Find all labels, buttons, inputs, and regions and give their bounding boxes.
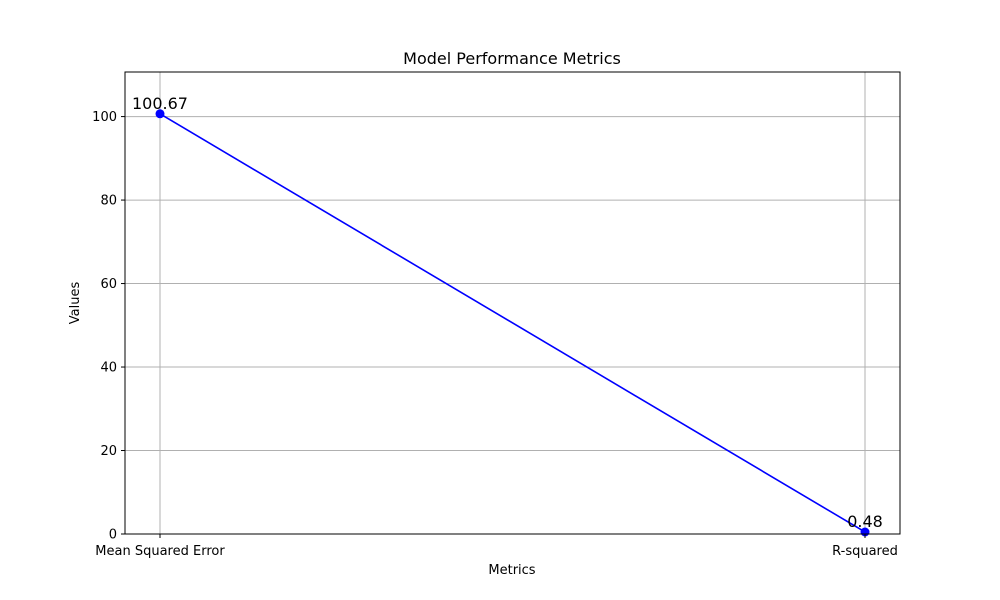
ticks: 0 20 40 60 80 100 Mean Squared Error R-squared — [92, 110, 898, 559]
y-tick-label: 0 — [109, 528, 117, 543]
data-point — [155, 109, 165, 119]
y-tick-label: 80 — [100, 194, 117, 209]
y-axis-label: Values — [68, 282, 83, 325]
y-tick-label: 40 — [100, 361, 117, 376]
chart-title: Model Performance Metrics — [403, 49, 621, 68]
y-tick-label: 60 — [100, 277, 117, 292]
y-tick-label: 100 — [92, 110, 117, 125]
series-line — [159, 113, 866, 533]
data-label: 100.67 — [132, 94, 188, 113]
y-tick-label: 20 — [100, 444, 117, 459]
plot-frame — [124, 71, 901, 535]
data-label: 0.48 — [847, 512, 883, 531]
data-labels: 100.67 0.48 — [132, 94, 883, 531]
x-tick-label: R-squared — [832, 544, 898, 559]
x-tick-label: Mean Squared Error — [95, 544, 225, 559]
x-axis-label: Metrics — [488, 563, 535, 578]
grid — [125, 72, 900, 535]
